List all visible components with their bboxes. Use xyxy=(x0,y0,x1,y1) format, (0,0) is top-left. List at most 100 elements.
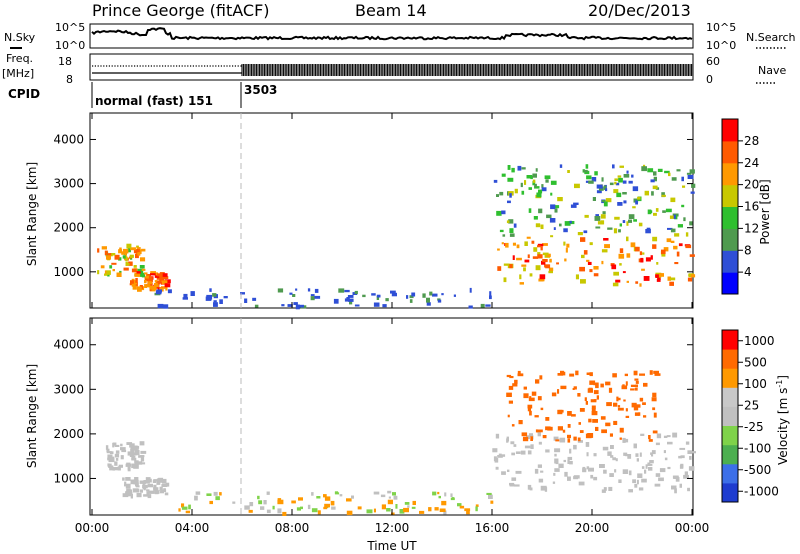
power-cell xyxy=(362,294,366,298)
velocity-cell xyxy=(633,405,639,411)
velocity-cell xyxy=(373,491,380,495)
power-cell xyxy=(601,249,608,253)
power-cell xyxy=(663,247,669,252)
power-cell xyxy=(118,257,122,261)
velocity-cell xyxy=(107,454,113,459)
power-cell xyxy=(391,292,397,297)
power-cell xyxy=(240,292,245,295)
power-cell xyxy=(524,259,530,263)
xtick-label: 08:00 xyxy=(275,521,310,535)
velocity-cell xyxy=(258,500,263,505)
velocity-cell xyxy=(136,488,140,493)
power-cell xyxy=(687,277,693,282)
power-cell xyxy=(661,253,666,257)
velocity-cell xyxy=(577,437,581,442)
power-cell xyxy=(501,210,506,215)
velocity-cell xyxy=(407,505,410,508)
power-cell xyxy=(154,275,160,278)
velocity-cell xyxy=(395,504,398,509)
power-cell xyxy=(600,214,606,219)
velocity-cell xyxy=(266,509,271,514)
power-cell xyxy=(563,228,568,233)
velocity-cell xyxy=(351,495,354,499)
velocity-cell xyxy=(263,500,267,505)
power-cell xyxy=(390,290,396,294)
power-cell xyxy=(583,250,588,255)
velocity-cell xyxy=(633,370,638,376)
power-cell xyxy=(661,194,666,197)
velocity-cell xyxy=(486,492,492,495)
power-cell xyxy=(622,220,626,223)
velocity-cell xyxy=(588,418,592,423)
colorbar-swatch xyxy=(722,406,738,426)
velocity-cell xyxy=(628,470,632,476)
velocity-cell xyxy=(181,503,185,508)
power-cell xyxy=(593,266,599,270)
velocity-cell xyxy=(507,414,510,418)
velocity-cell xyxy=(266,491,270,495)
power-cell xyxy=(586,259,590,262)
power-cell xyxy=(141,248,146,252)
colorbar-tick-label: 24 xyxy=(744,156,759,170)
velocity-cell xyxy=(537,396,542,401)
power-cell xyxy=(104,250,108,256)
velocity-cell xyxy=(603,487,607,491)
power-cell xyxy=(581,254,585,259)
power-cell xyxy=(607,227,613,230)
cpid-mode-1: normal (fast) 151 xyxy=(95,94,213,108)
velocity-cell xyxy=(563,459,566,463)
power-cell xyxy=(653,171,657,176)
power-cell xyxy=(277,288,284,293)
velocity-cell xyxy=(663,435,668,438)
power-cell xyxy=(532,181,536,186)
freq-panel-frame xyxy=(89,53,694,81)
velocity-cell xyxy=(506,438,509,443)
velocity-cell xyxy=(593,453,597,457)
power-cell xyxy=(121,251,125,255)
velocity-cell xyxy=(330,500,335,506)
velocity-cell xyxy=(534,415,539,418)
power-cell xyxy=(104,273,108,276)
nsearch-label: N.Search xyxy=(746,31,796,44)
power-cell xyxy=(97,248,100,253)
velocity-cell xyxy=(623,399,626,402)
velocity-cell xyxy=(636,458,639,462)
power-cell xyxy=(676,169,681,172)
velocity-cell xyxy=(585,442,590,447)
power-cell xyxy=(144,272,148,275)
velocity-cell xyxy=(188,504,191,510)
power-cell xyxy=(141,272,145,278)
nave-tick-high: 60 xyxy=(706,55,720,68)
velocity-cell xyxy=(323,506,328,510)
power-cell xyxy=(656,279,661,282)
power-cell xyxy=(601,177,604,182)
velocity-cell xyxy=(554,458,559,464)
velocity-cell xyxy=(679,483,682,488)
velocity-cell xyxy=(450,493,453,497)
power-cell xyxy=(541,260,546,265)
power-cell xyxy=(140,272,143,277)
power-cell xyxy=(506,220,510,224)
velocity-cell xyxy=(631,402,637,408)
power-cell xyxy=(532,179,536,183)
power-cell xyxy=(152,286,157,291)
time-xlabel: Time UT xyxy=(366,539,417,553)
power-cell xyxy=(580,237,586,242)
velocity-cell xyxy=(153,487,159,491)
power-cell xyxy=(155,272,159,276)
velocity-cell xyxy=(614,469,617,473)
velocity-cell xyxy=(647,462,651,466)
power-cell xyxy=(670,240,675,243)
velocity-cell xyxy=(135,462,139,467)
velocity-cell xyxy=(663,450,666,454)
power-cell xyxy=(683,217,686,222)
power-cell xyxy=(593,273,599,277)
power-cell xyxy=(123,248,129,254)
velocity-ylabel: Slant Range [km] xyxy=(25,364,39,468)
velocity-cell xyxy=(403,507,409,513)
power-cell xyxy=(612,164,615,169)
power-cell xyxy=(651,191,654,196)
velocity-cell xyxy=(523,386,527,390)
power-cell xyxy=(584,214,589,218)
power-cell xyxy=(670,197,676,203)
